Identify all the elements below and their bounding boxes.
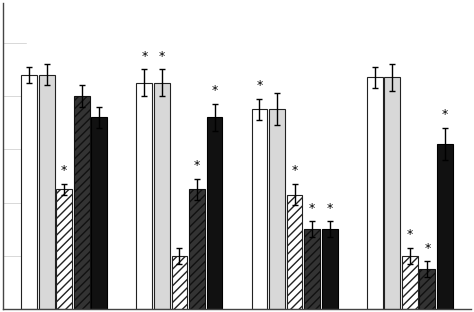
Text: *: * xyxy=(211,84,218,97)
Text: *: * xyxy=(327,202,333,215)
Bar xyxy=(402,256,418,309)
Bar xyxy=(304,229,320,309)
Bar xyxy=(207,117,222,309)
Bar xyxy=(322,229,337,309)
Bar xyxy=(419,269,435,309)
Text: *: * xyxy=(159,50,165,63)
Bar xyxy=(39,75,55,309)
Bar xyxy=(21,75,37,309)
Bar xyxy=(74,96,90,309)
Text: *: * xyxy=(407,228,413,241)
Bar xyxy=(137,83,152,309)
Bar xyxy=(172,256,187,309)
Bar xyxy=(367,77,383,309)
Text: *: * xyxy=(61,164,67,177)
Text: *: * xyxy=(256,79,263,92)
Bar xyxy=(384,77,400,309)
Text: *: * xyxy=(424,241,430,255)
Text: *: * xyxy=(292,164,298,177)
Bar xyxy=(91,117,107,309)
Text: *: * xyxy=(442,108,448,121)
Bar xyxy=(269,110,285,309)
Bar xyxy=(56,189,72,309)
Bar xyxy=(189,189,205,309)
Bar xyxy=(437,144,453,309)
Text: *: * xyxy=(194,159,200,172)
Text: *: * xyxy=(309,202,315,215)
Bar xyxy=(154,83,170,309)
Bar xyxy=(252,110,267,309)
Bar xyxy=(287,195,302,309)
Text: *: * xyxy=(141,50,147,63)
